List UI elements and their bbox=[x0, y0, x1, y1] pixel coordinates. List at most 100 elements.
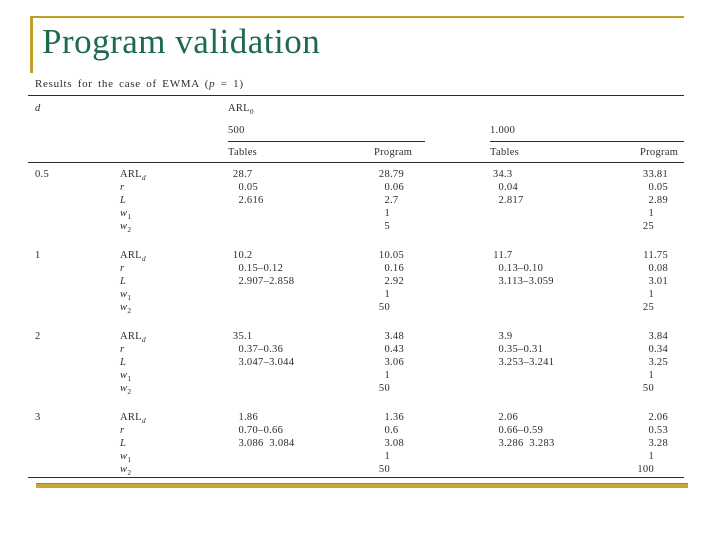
table-row: L 2.616 2.7 2.817 2.89 bbox=[28, 194, 684, 207]
data-block-d-2: 2 ARLd 35.1 3.48 3.9 3.84 r 0.37–0.36 0.43 0.35–0… bbox=[28, 330, 684, 395]
value-cell: 1.36 bbox=[384, 412, 405, 423]
value-cell: 3.01 bbox=[648, 276, 669, 287]
table-bottom-rule bbox=[28, 477, 684, 478]
param-label: r bbox=[120, 344, 125, 355]
value-cell: 3.48 bbox=[384, 331, 405, 342]
table-row: w2 50 25 bbox=[28, 301, 684, 314]
table-row: r 0.37–0.36 0.43 0.35–0.31 0.34 bbox=[28, 343, 684, 356]
value-cell: 34.3 bbox=[492, 169, 513, 180]
value-cell: 2.817 bbox=[498, 195, 524, 206]
value-cell: 50 bbox=[378, 464, 390, 475]
param-label: L bbox=[120, 438, 127, 449]
value-cell: 2.7 bbox=[384, 195, 399, 206]
param-label: w2 bbox=[120, 302, 132, 316]
shift-value: 1 bbox=[35, 250, 41, 261]
value-cell: 11.75 bbox=[643, 250, 669, 261]
caption-text: Results for the case of EWMA ( bbox=[35, 78, 210, 90]
header-bottom-rule bbox=[28, 162, 684, 163]
value-cell: 2.907–2.858 bbox=[238, 276, 295, 287]
data-block-d-3: 3 ARLd 1.86 1.36 2.06 2.06 r 0.70–0.66 0.6 0.66–0… bbox=[28, 411, 684, 476]
value-cell: 10.2 bbox=[232, 250, 253, 261]
value-cell: 0.15–0.12 bbox=[238, 263, 284, 274]
value-cell: 1 bbox=[648, 289, 654, 300]
param-label: r bbox=[120, 263, 125, 274]
value-cell: 1 bbox=[648, 451, 654, 462]
value-cell: 1.86 bbox=[238, 412, 259, 423]
param-label: r bbox=[120, 425, 125, 436]
caption-text-end: = 1) bbox=[215, 78, 244, 90]
table-row: L 3.047–3.044 3.06 3.253–3.241 3.25 bbox=[28, 356, 684, 369]
param-label: w2 bbox=[120, 221, 132, 235]
value-cell: 1 bbox=[648, 370, 654, 381]
group-rule-500 bbox=[228, 141, 425, 142]
value-cell: 0.70–0.66 bbox=[238, 425, 284, 436]
value-cell: 10.05 bbox=[378, 250, 405, 261]
value-cell: 0.43 bbox=[384, 344, 405, 355]
value-cell: 0.08 bbox=[648, 263, 669, 274]
value-cell: 3.28 bbox=[648, 438, 669, 449]
value-cell: 3.06 bbox=[384, 357, 405, 368]
title-accent-bar bbox=[30, 16, 33, 73]
table-header-row: d ARL0 bbox=[28, 102, 684, 115]
table-top-rule bbox=[28, 95, 684, 96]
param-label: w1 bbox=[120, 208, 132, 222]
param-label: w1 bbox=[120, 370, 132, 384]
table-row: w1 1 1 bbox=[28, 288, 684, 301]
subheader-program-500: Program bbox=[374, 147, 413, 158]
value-cell: 1 bbox=[384, 451, 390, 462]
table-row: w1 1 1 bbox=[28, 450, 684, 463]
param-label: w1 bbox=[120, 451, 132, 465]
table-row: r 0.70–0.66 0.6 0.66–0.59 0.53 bbox=[28, 424, 684, 437]
value-cell: 0.35–0.31 bbox=[498, 344, 544, 355]
value-cell: 0.66–0.59 bbox=[498, 425, 544, 436]
group-header-row: 500 1.000 bbox=[28, 124, 684, 137]
value-cell: 1 bbox=[384, 370, 390, 381]
table-row: ARLd 1.86 1.36 2.06 2.06 bbox=[28, 411, 684, 424]
table-caption: Results for the case of EWMA (p = 1) bbox=[35, 78, 244, 91]
value-cell: 28.7 bbox=[232, 169, 253, 180]
value-cell: 2.06 bbox=[648, 412, 669, 423]
value-cell: 1 bbox=[648, 208, 654, 219]
value-cell: 25 bbox=[642, 302, 654, 313]
value-cell: 1 bbox=[384, 208, 390, 219]
param-label: w1 bbox=[120, 289, 132, 303]
shift-value: 2 bbox=[35, 331, 41, 342]
value-cell: 0.04 bbox=[498, 182, 519, 193]
value-cell: 0.06 bbox=[384, 182, 405, 193]
param-label: ARLd bbox=[120, 412, 146, 426]
value-cell: 3.086 3.084 bbox=[238, 438, 295, 449]
value-cell: 0.34 bbox=[648, 344, 669, 355]
value-cell: 3.286 3.283 bbox=[498, 438, 555, 449]
table-row: L 2.907–2.858 2.92 3.113–3.059 3.01 bbox=[28, 275, 684, 288]
results-table: Results for the case of EWMA (p = 1) d A… bbox=[28, 78, 684, 482]
table-row: ARLd 35.1 3.48 3.9 3.84 bbox=[28, 330, 684, 343]
data-block-d-1: 1 ARLd 10.2 10.05 11.7 11.75 r 0.15–0.12 0.16 0.1… bbox=[28, 249, 684, 314]
param-label: ARLd bbox=[120, 169, 146, 183]
shift-value: 0.5 bbox=[35, 169, 50, 180]
value-cell: 0.37–0.36 bbox=[238, 344, 284, 355]
param-label: w2 bbox=[120, 464, 132, 478]
param-label: L bbox=[120, 195, 127, 206]
subheader-tables-1000: Tables bbox=[490, 147, 520, 158]
value-cell: 50 bbox=[378, 383, 390, 394]
footer-accent-line bbox=[36, 483, 688, 488]
param-label: ARLd bbox=[120, 331, 146, 345]
column-header-d: d bbox=[35, 103, 41, 114]
value-cell: 3.25 bbox=[648, 357, 669, 368]
subheader-tables-500: Tables bbox=[228, 147, 258, 158]
title-accent-line bbox=[30, 16, 684, 18]
value-cell: 2.92 bbox=[384, 276, 405, 287]
value-cell: 0.05 bbox=[238, 182, 259, 193]
param-label: L bbox=[120, 276, 127, 287]
value-cell: 2.89 bbox=[648, 195, 669, 206]
value-cell: 25 bbox=[642, 221, 654, 232]
data-block-d-0.5: 0.5 ARLd 28.7 28.79 34.3 33.81 r 0.05 0.06 0.04 0.… bbox=[28, 168, 684, 233]
value-cell: 2.06 bbox=[498, 412, 519, 423]
value-cell: 3.253–3.241 bbox=[498, 357, 555, 368]
param-label: L bbox=[120, 357, 127, 368]
value-cell: 0.05 bbox=[648, 182, 669, 193]
value-cell: 0.16 bbox=[384, 263, 405, 274]
param-label: r bbox=[120, 182, 125, 193]
table-row: ARLd 10.2 10.05 11.7 11.75 bbox=[28, 249, 684, 262]
value-cell: 5 bbox=[384, 221, 390, 232]
